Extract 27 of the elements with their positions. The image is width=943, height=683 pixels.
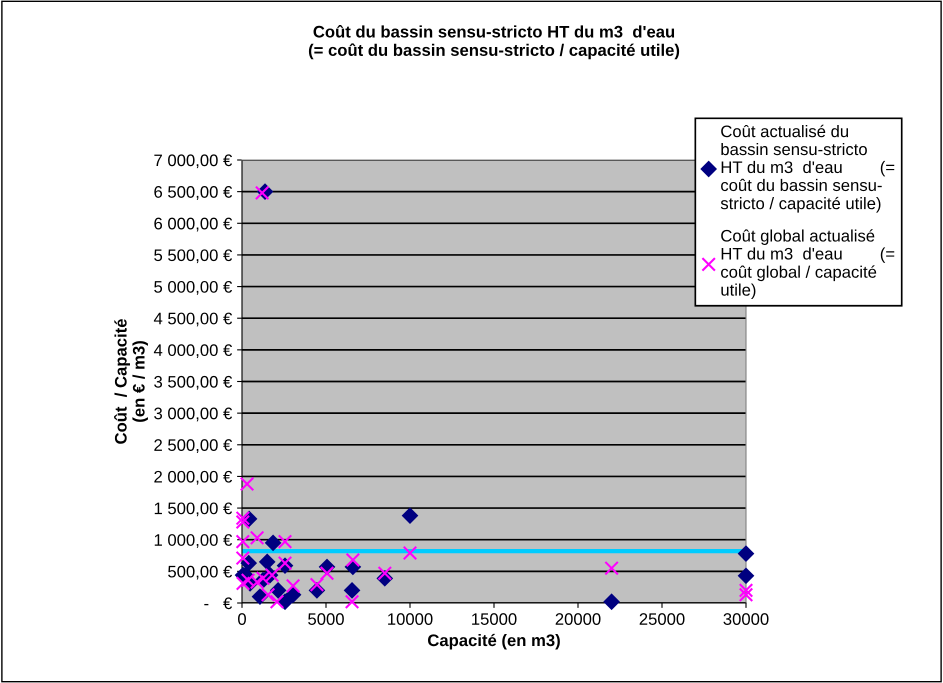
legend-label: Coût actualisé du bassin sensu-stricto HT du m3 d'eau (= coût du bassin sensu- stricto / capacité utile) bbox=[720, 124, 894, 213]
legend-label: Coût global actualisé HT du m3 d'eau (= coût global / capacité utile) bbox=[721, 229, 894, 300]
y-tick-label: 2 500,00 € bbox=[154, 439, 232, 453]
y-tick-label: 6 500,00 € bbox=[154, 186, 232, 200]
x-tick-label: 20000 bbox=[556, 613, 601, 625]
y-tick-label: 4 000,00 € bbox=[154, 344, 232, 358]
y-tick-label: 7 000,00 € bbox=[154, 154, 232, 168]
x-tick-label: 0 bbox=[238, 613, 246, 625]
y-tick-label: 500,00 € bbox=[168, 566, 232, 580]
y-tick-label: 5 500,00 € bbox=[154, 249, 232, 264]
y-tick-label: 6 000,00 € bbox=[154, 218, 232, 232]
y-tick-label: 1 500,00 € bbox=[154, 502, 232, 516]
y-tick-label: 4 500,00 € bbox=[154, 312, 232, 326]
y-axis-title: Coût / Capacité (en € / m3) bbox=[114, 319, 148, 444]
y-tick-label: 3 500,00 € bbox=[154, 376, 232, 390]
x-tick-label: 15000 bbox=[472, 613, 517, 625]
chart-title: Coût du bassin sensu-stricto HT du m3 d'eau (= coût du bassin sensu-stricto / capacité utile) bbox=[308, 25, 680, 60]
y-tick-label: 3 000,00 € bbox=[154, 408, 232, 422]
x-tick-label: 5000 bbox=[308, 613, 344, 625]
y-tick-label: - € bbox=[204, 597, 232, 610]
x-tick-label: 25000 bbox=[640, 613, 685, 625]
y-tick-label: 2 000,00 € bbox=[154, 470, 232, 485]
x-axis-title: Capacité (en m3) bbox=[428, 634, 560, 650]
x-tick-label: 30000 bbox=[723, 613, 769, 625]
x-tick-label: 10000 bbox=[388, 613, 433, 625]
y-tick-label: 1 000,00 € bbox=[154, 534, 232, 548]
y-tick-label: 5 000,00 € bbox=[154, 280, 232, 295]
